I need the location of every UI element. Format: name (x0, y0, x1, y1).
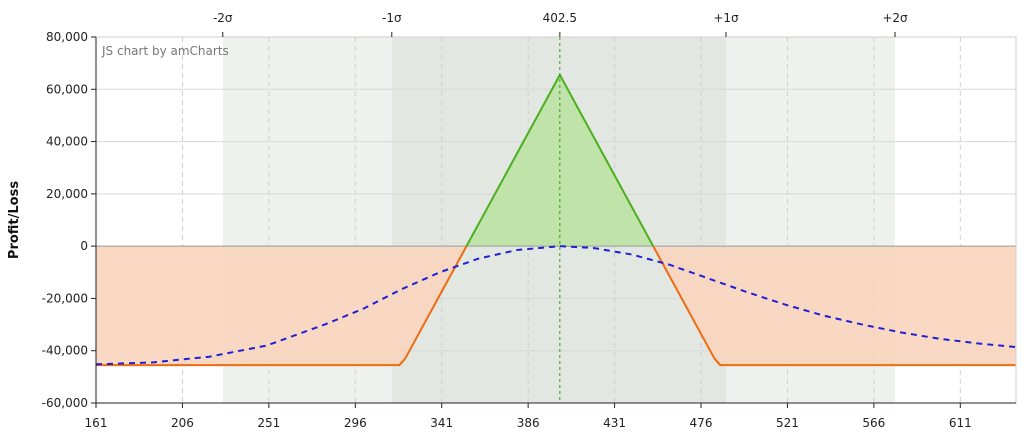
x-tick-label: 206 (171, 416, 194, 430)
x-tick-label: 386 (517, 416, 540, 430)
profit-fill-area (96, 74, 1016, 247)
expiration-line-loss (96, 246, 1016, 367)
y-tick-label: 0 (80, 239, 88, 253)
x-tick-label: 476 (690, 416, 713, 430)
y-tick-label: 40,000 (46, 135, 88, 149)
y-tick-label: -20,000 (42, 291, 88, 305)
top-axis-label: -2σ (213, 11, 233, 25)
x-tick-label: 161 (85, 416, 108, 430)
y-tick-label: 80,000 (46, 30, 88, 44)
top-axis-label: 402.5 (543, 11, 577, 25)
current-pl-line (96, 245, 1016, 366)
chart-credit: JS chart by amCharts (101, 44, 229, 58)
x-tick-label: 431 (603, 416, 626, 430)
x-tick-label: 296 (344, 416, 367, 430)
top-axis-label: +2σ (882, 11, 908, 25)
x-tick-label: 611 (949, 416, 972, 430)
top-axis-label: -1σ (382, 11, 402, 25)
x-tick-label: 341 (430, 416, 453, 430)
top-axis-label: +1σ (713, 11, 739, 25)
y-axis-title: Profit/Loss (7, 181, 22, 259)
y-tick-label: 20,000 (46, 187, 88, 201)
y-tick-label: -40,000 (42, 344, 88, 358)
y-tick-label: 60,000 (46, 82, 88, 96)
x-tick-label: 251 (257, 416, 280, 430)
loss-fill-area (96, 246, 1016, 366)
profit-area-group (96, 74, 1016, 366)
y-tick-label: -60,000 (42, 396, 88, 410)
x-tick-label: 521 (776, 416, 799, 430)
x-tick-label: 566 (862, 416, 885, 430)
